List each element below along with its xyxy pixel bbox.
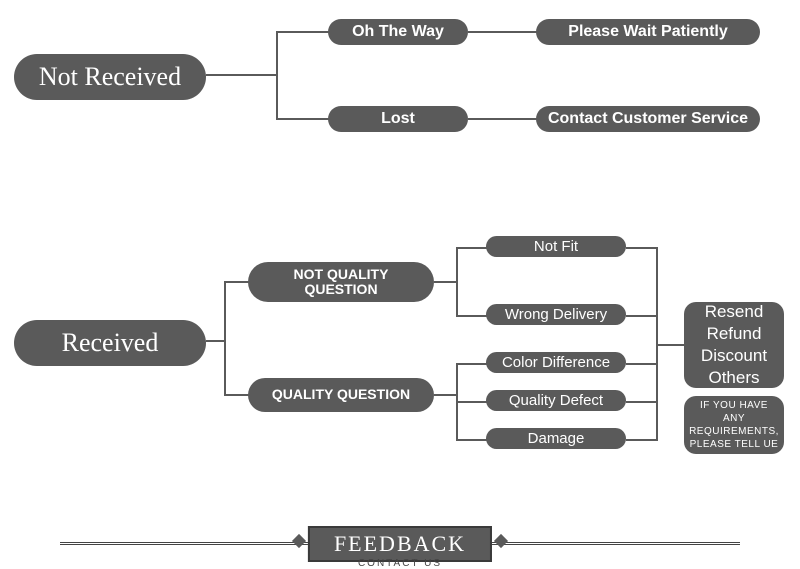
action-color-diff: Color Difference <box>486 352 626 373</box>
connector-line <box>224 281 226 396</box>
action-wrong-delivery: Wrong Delivery <box>486 304 626 325</box>
action-quality-defect: Quality Defect <box>486 390 626 411</box>
connector-line <box>434 281 456 283</box>
feedback-subtitle: CONTACT US <box>358 558 442 569</box>
connector-line <box>456 247 488 249</box>
branch-not-quality: NOT QUALITY QUESTION <box>248 262 434 302</box>
root-not-received: Not Received <box>14 54 206 100</box>
connector-line <box>206 340 224 342</box>
action-contact-cs: Contact Customer Service <box>536 106 760 132</box>
ornament-icon <box>292 534 306 548</box>
branch-lost: Lost <box>328 106 468 132</box>
action-damage: Damage <box>486 428 626 449</box>
connector-line <box>276 31 278 120</box>
connector-line <box>224 394 250 396</box>
connector-line <box>224 281 250 283</box>
outcome-note: IF YOU HAVE ANY REQUIREMENTS, PLEASE TEL… <box>684 396 784 454</box>
action-not-fit: Not Fit <box>486 236 626 257</box>
connector-line <box>456 247 458 317</box>
action-wait-patiently: Please Wait Patiently <box>536 19 760 45</box>
connector-line <box>656 344 686 346</box>
connector-line <box>456 439 488 441</box>
connector-line <box>468 31 538 33</box>
feedback-title: FEEDBACK <box>308 526 492 562</box>
branch-quality: QUALITY QUESTION <box>248 378 434 412</box>
connector-line <box>434 394 456 396</box>
connector-line <box>626 315 658 317</box>
outcome-options: Resend Refund Discount Others <box>684 302 784 388</box>
connector-line <box>626 401 658 403</box>
connector-line <box>276 31 330 33</box>
connector-line <box>626 363 658 365</box>
connector-line <box>276 118 330 120</box>
connector-line <box>456 401 488 403</box>
connector-line <box>626 439 658 441</box>
connector-line <box>468 118 538 120</box>
feedback-banner: FEEDBACK CONTACT US <box>60 530 740 560</box>
root-received: Received <box>14 320 206 366</box>
connector-line <box>456 315 488 317</box>
connector-line <box>206 74 276 76</box>
connector-line <box>456 363 488 365</box>
connector-line <box>626 247 656 249</box>
ornament-icon <box>494 534 508 548</box>
branch-on-the-way: Oh The Way <box>328 19 468 45</box>
